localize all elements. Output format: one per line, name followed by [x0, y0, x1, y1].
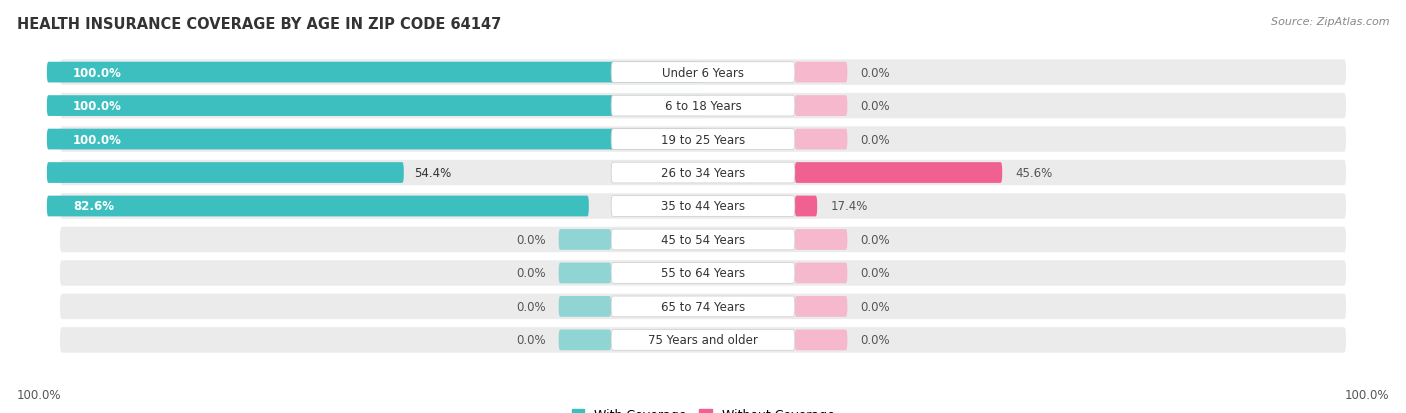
- Text: 65 to 74 Years: 65 to 74 Years: [661, 300, 745, 313]
- FancyBboxPatch shape: [60, 160, 1346, 186]
- FancyBboxPatch shape: [794, 230, 848, 250]
- FancyBboxPatch shape: [612, 330, 794, 350]
- FancyBboxPatch shape: [794, 129, 848, 150]
- FancyBboxPatch shape: [60, 328, 1346, 353]
- Text: 0.0%: 0.0%: [860, 300, 890, 313]
- Text: 0.0%: 0.0%: [860, 267, 890, 280]
- Text: 45.6%: 45.6%: [1015, 166, 1053, 180]
- Text: 0.0%: 0.0%: [860, 66, 890, 79]
- Text: 100.0%: 100.0%: [73, 133, 122, 146]
- Text: 26 to 34 Years: 26 to 34 Years: [661, 166, 745, 180]
- FancyBboxPatch shape: [612, 263, 794, 284]
- Text: 100.0%: 100.0%: [17, 388, 62, 401]
- FancyBboxPatch shape: [46, 163, 404, 183]
- FancyBboxPatch shape: [612, 129, 794, 150]
- FancyBboxPatch shape: [60, 127, 1346, 152]
- Text: 100.0%: 100.0%: [73, 100, 122, 113]
- FancyBboxPatch shape: [46, 196, 589, 217]
- FancyBboxPatch shape: [612, 196, 794, 217]
- Text: 75 Years and older: 75 Years and older: [648, 334, 758, 347]
- FancyBboxPatch shape: [612, 163, 794, 183]
- FancyBboxPatch shape: [60, 60, 1346, 85]
- Legend: With Coverage, Without Coverage: With Coverage, Without Coverage: [567, 404, 839, 413]
- Text: 82.6%: 82.6%: [73, 200, 114, 213]
- Text: 55 to 64 Years: 55 to 64 Years: [661, 267, 745, 280]
- Text: 0.0%: 0.0%: [860, 334, 890, 347]
- FancyBboxPatch shape: [794, 263, 848, 284]
- FancyBboxPatch shape: [794, 96, 848, 117]
- Text: Source: ZipAtlas.com: Source: ZipAtlas.com: [1271, 17, 1389, 26]
- FancyBboxPatch shape: [794, 330, 848, 350]
- Text: 0.0%: 0.0%: [516, 267, 546, 280]
- FancyBboxPatch shape: [46, 63, 703, 83]
- Text: 17.4%: 17.4%: [831, 200, 868, 213]
- Text: Under 6 Years: Under 6 Years: [662, 66, 744, 79]
- Text: 0.0%: 0.0%: [516, 300, 546, 313]
- Text: 0.0%: 0.0%: [516, 334, 546, 347]
- Text: 0.0%: 0.0%: [860, 133, 890, 146]
- Text: 0.0%: 0.0%: [860, 100, 890, 113]
- Text: 100.0%: 100.0%: [1344, 388, 1389, 401]
- Text: 6 to 18 Years: 6 to 18 Years: [665, 100, 741, 113]
- FancyBboxPatch shape: [794, 63, 848, 83]
- Text: 100.0%: 100.0%: [73, 66, 122, 79]
- Text: 0.0%: 0.0%: [516, 233, 546, 247]
- FancyBboxPatch shape: [612, 63, 794, 83]
- FancyBboxPatch shape: [612, 230, 794, 250]
- FancyBboxPatch shape: [612, 296, 794, 317]
- FancyBboxPatch shape: [558, 230, 612, 250]
- FancyBboxPatch shape: [60, 261, 1346, 286]
- FancyBboxPatch shape: [46, 129, 703, 150]
- Text: 35 to 44 Years: 35 to 44 Years: [661, 200, 745, 213]
- FancyBboxPatch shape: [46, 96, 703, 117]
- FancyBboxPatch shape: [60, 194, 1346, 219]
- FancyBboxPatch shape: [60, 94, 1346, 119]
- FancyBboxPatch shape: [558, 330, 612, 350]
- FancyBboxPatch shape: [612, 96, 794, 117]
- Text: 54.4%: 54.4%: [413, 166, 451, 180]
- Text: 19 to 25 Years: 19 to 25 Years: [661, 133, 745, 146]
- Text: 0.0%: 0.0%: [860, 233, 890, 247]
- FancyBboxPatch shape: [794, 163, 1002, 183]
- FancyBboxPatch shape: [558, 263, 612, 284]
- FancyBboxPatch shape: [60, 294, 1346, 319]
- FancyBboxPatch shape: [60, 227, 1346, 253]
- Text: HEALTH INSURANCE COVERAGE BY AGE IN ZIP CODE 64147: HEALTH INSURANCE COVERAGE BY AGE IN ZIP …: [17, 17, 501, 31]
- FancyBboxPatch shape: [558, 296, 612, 317]
- FancyBboxPatch shape: [794, 196, 817, 217]
- Text: 45 to 54 Years: 45 to 54 Years: [661, 233, 745, 247]
- FancyBboxPatch shape: [794, 296, 848, 317]
